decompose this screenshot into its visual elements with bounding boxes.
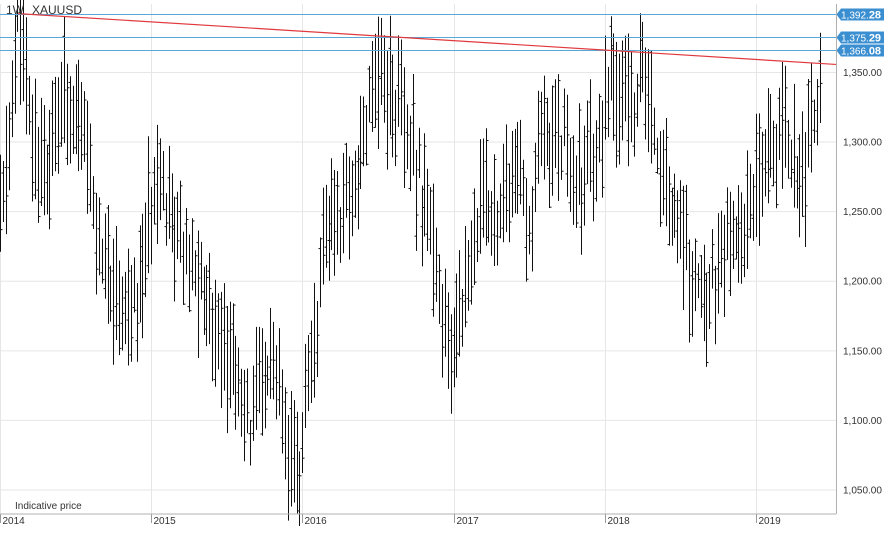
price-tag <box>836 8 884 21</box>
y-tick-label: 1,050.00 <box>843 486 882 497</box>
price-tag-label: 1,366.08 <box>841 46 881 58</box>
price-tag <box>836 31 884 44</box>
y-tick-label: 1,100.00 <box>843 416 882 427</box>
x-tick-label: 2016 <box>305 516 328 527</box>
y-tick-label: 1,300.00 <box>843 138 882 149</box>
symbol-label[interactable]: XAUUSD <box>32 3 83 17</box>
x-tick-label: 2017 <box>457 516 480 527</box>
price-tag-label: 1,392.28 <box>841 10 881 22</box>
ohlc-bars <box>0 0 823 526</box>
trendline-layer <box>18 12 837 66</box>
y-tick-label: 1,250.00 <box>843 207 882 218</box>
trendline <box>18 12 837 66</box>
y-tick-label: 1,150.00 <box>843 346 882 357</box>
timeframe-label[interactable]: 1W <box>6 3 24 17</box>
axis-layer: 1,350.00 1,300.00 1,250.00 1,200.00 1,150.00… <box>0 4 882 527</box>
y-tick-label: 1,200.00 <box>843 277 882 288</box>
price-tag-label: 1,375.29 <box>841 33 881 45</box>
horizontal-levels: 1,392.28 1,375.291,366.08 <box>0 8 884 58</box>
price-tag <box>836 44 884 57</box>
x-tick-label: 2014 <box>3 516 26 527</box>
x-tick-label: 2015 <box>154 516 177 527</box>
footer-note: Indicative price <box>15 501 82 512</box>
x-tick-label: 2018 <box>608 516 631 527</box>
y-tick-label: 1,350.00 <box>843 68 882 79</box>
x-tick-label: 2019 <box>759 516 782 527</box>
